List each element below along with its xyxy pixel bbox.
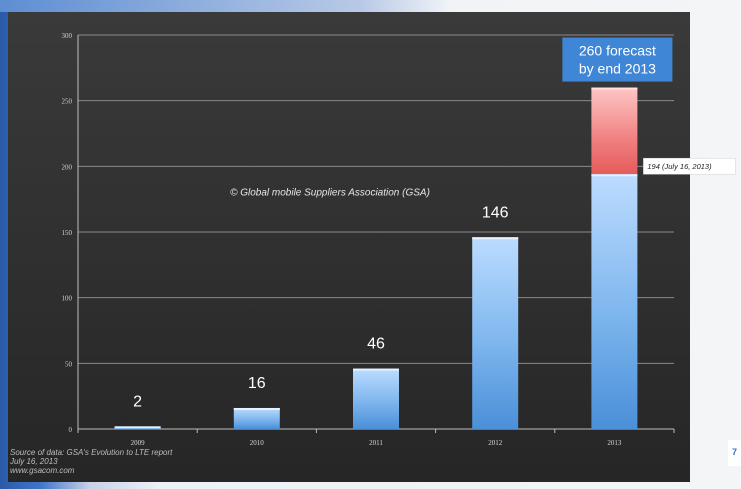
bar-2010: [233, 407, 280, 429]
y-tick-label: 50: [65, 360, 73, 368]
bar-highlight: [591, 174, 638, 177]
bar-2013: [591, 174, 638, 429]
source-line-3: www.gsacom.com: [10, 466, 75, 475]
x-tick-label: 2013: [607, 439, 622, 447]
source-line-1: Source of data: GSA's Evolution to LTE r…: [10, 448, 173, 457]
edge-mark: 7: [732, 447, 738, 457]
data-label: 16: [248, 375, 266, 392]
forecast-label-line-1: 260 forecast: [579, 43, 656, 59]
axes: 0 50 100 150 200 250 300 2009 2010 2011 2012 2013: [62, 32, 675, 447]
x-tick-label: 2011: [369, 439, 383, 447]
bar-highlight: [114, 426, 161, 429]
bar-2011: [353, 368, 399, 429]
forecast-bar-segment: [591, 87, 638, 175]
x-tick-label: 2010: [250, 439, 265, 447]
bar-highlight: [233, 407, 280, 410]
right-edge-strip: [728, 440, 741, 466]
source-note: Source of data: GSA's Evolution to LTE r…: [10, 448, 230, 475]
window-top-sheen: [0, 0, 450, 12]
value-callout-box: [643, 157, 736, 175]
forecast-label-box: [562, 37, 673, 82]
source-line-2: July 16, 2013: [10, 457, 58, 466]
forecast-bar-highlight: [591, 87, 638, 90]
data-label: 2: [133, 393, 142, 410]
x-tick-label: 2012: [488, 439, 503, 447]
slide-panel: [8, 12, 690, 482]
y-tick-label: 200: [62, 163, 73, 171]
value-callout-text: 194 (July 16, 2013): [647, 162, 712, 171]
bar-highlight: [472, 237, 519, 240]
bar-2012: [472, 237, 519, 429]
gridlines: [78, 34, 674, 364]
y-tick-label: 250: [62, 98, 73, 106]
y-tick-label: 300: [62, 32, 73, 40]
y-tick-label: 150: [62, 229, 73, 237]
watermark-text: © Global mobile Suppliers Association (G…: [230, 188, 430, 199]
y-tick-label: 0: [69, 426, 73, 434]
forecast-label-line-2: by end 2013: [579, 61, 656, 77]
y-tick-label: 100: [62, 295, 73, 303]
bars: [114, 87, 638, 429]
bar-highlight: [353, 368, 399, 371]
data-label: 46: [367, 336, 385, 353]
labels: 2 16 46 146 © Global mobile Suppliers Associ…: [133, 37, 736, 410]
x-tick-label: 2009: [131, 439, 146, 447]
data-label: 146: [482, 204, 509, 221]
